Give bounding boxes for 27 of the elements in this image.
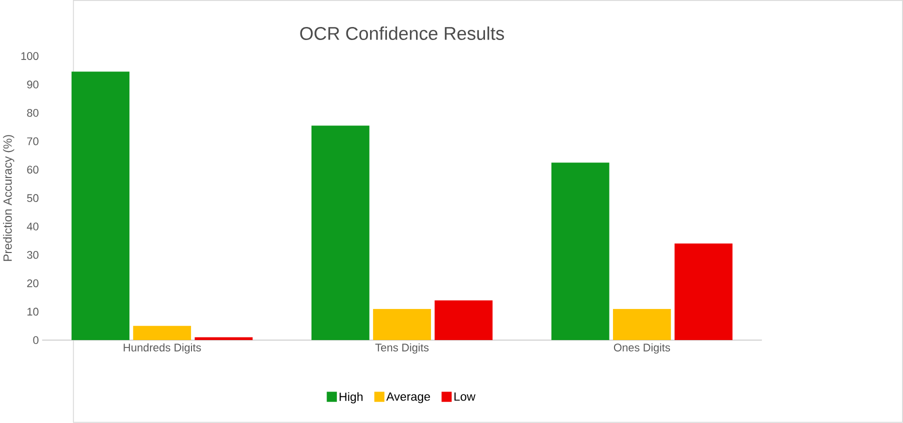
legend-label: High	[340, 392, 363, 404]
bar	[72, 72, 130, 340]
x-tick-label: Hundreds Digits	[124, 343, 201, 354]
bar	[373, 308, 431, 340]
y-tick-label: 60	[27, 166, 38, 174]
y-tick-label: 30	[27, 251, 38, 259]
bar	[674, 244, 732, 340]
y-tick-label: 0	[33, 336, 38, 344]
bar	[133, 326, 192, 340]
bar	[551, 162, 610, 340]
bar	[434, 300, 493, 340]
y-tick-label: 70	[27, 137, 38, 146]
y-tick-label: 100	[21, 52, 38, 60]
legend-label: Average	[386, 392, 430, 404]
y-tick-label: 50	[27, 194, 38, 202]
bar	[311, 126, 370, 340]
y-tick-label: 90	[27, 80, 38, 88]
y-tick-label: 10	[27, 308, 38, 316]
y-tick-label: 20	[27, 279, 38, 288]
y-tick-label: 80	[27, 109, 38, 117]
x-tick-label: Tens Digits	[375, 343, 429, 354]
legend-label: Low	[454, 392, 476, 401]
chart-title: OCR Confidence Results	[300, 26, 504, 40]
bar	[612, 308, 671, 340]
x-tick-label: Ones Digits	[614, 343, 670, 354]
y-axis-title: Prediction Accuracy (%)	[3, 135, 14, 261]
y-tick-label: 40	[26, 222, 38, 230]
